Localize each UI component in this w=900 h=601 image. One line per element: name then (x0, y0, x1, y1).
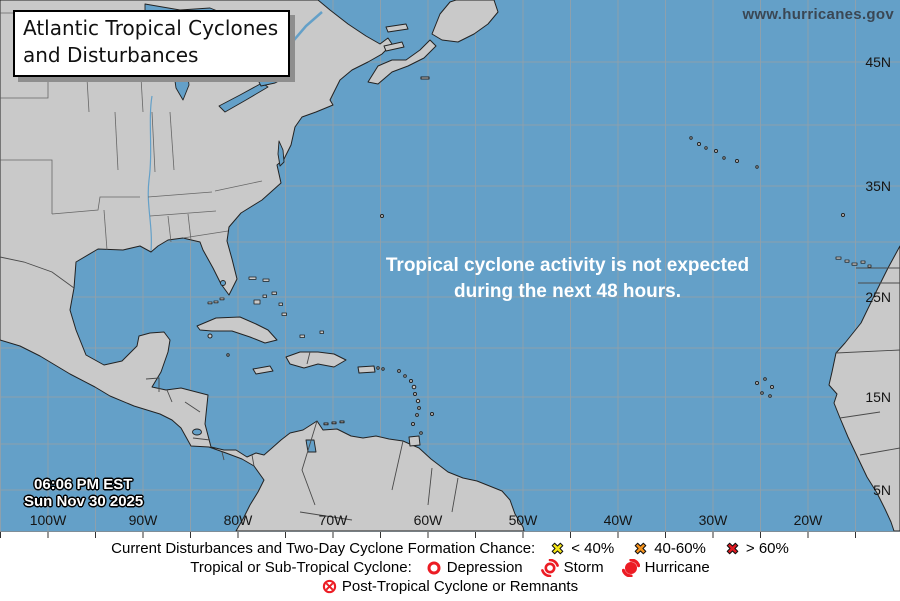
legend-item-label: < 40% (571, 540, 615, 557)
hispaniola (285, 351, 347, 369)
africa-landmass (689, 136, 900, 532)
outlook-message: Tropical cyclone activity is not expecte… (340, 253, 795, 305)
americas-landmass (0, 0, 525, 532)
legend-row1-label: Current Disturbances and Two-Day Cyclone… (111, 540, 536, 557)
longitude-label: 100W (29, 512, 67, 528)
latitude-label: 5N (873, 482, 891, 498)
legend-item-label: Depression (446, 559, 523, 576)
country-borders (0, 256, 900, 521)
longitude-label: 90W (128, 512, 158, 528)
cuba (196, 316, 278, 344)
longitude-label: 50W (508, 512, 538, 528)
legend: Current Disturbances and Two-Day Cyclone… (0, 534, 900, 601)
puerto-rico (357, 365, 376, 374)
chesapeake-bay (277, 140, 285, 167)
lake-okeechobee (220, 280, 226, 286)
legend-item: < 40% (549, 540, 614, 557)
outlook-message-line-2: during the next 48 hours. (454, 281, 681, 302)
issuance-timestamp: 06:06 PM EST Sun Nov 30 2025 (24, 476, 143, 510)
legend-row3-items: Post-Tropical Cyclone or Remnants (322, 578, 578, 595)
title-line-1: Atlantic Tropical Cyclones (23, 16, 279, 40)
legend-item: Storm (540, 558, 604, 577)
post-tropical-icon (322, 579, 337, 594)
legend-item: 40-60% (632, 540, 706, 557)
legend-item-label: Hurricane (644, 559, 710, 576)
legend-item: > 60% (724, 540, 789, 557)
legend-row-cyclones: Tropical or Sub-Tropical Cyclone: Depres… (190, 558, 710, 577)
madeira (841, 213, 845, 217)
legend-item-label: Post-Tropical Cyclone or Remnants (341, 578, 579, 595)
legend-item-label: > 60% (745, 540, 789, 557)
website-link[interactable]: www.hurricanes.gov (742, 6, 894, 23)
prince-edward-island (383, 41, 405, 52)
storm-icon (540, 558, 559, 577)
longitude-label: 20W (793, 512, 823, 528)
timestamp-time: 06:06 PM EST (34, 476, 133, 493)
sable-island (420, 76, 430, 80)
lesser-antilles (323, 369, 434, 447)
anticosti-island (385, 23, 409, 33)
legend-row2-label: Tropical or Sub-Tropical Cyclone: (190, 559, 412, 576)
longitude-tick-marks (0, 532, 856, 538)
bermuda (380, 214, 384, 218)
longitude-label: 60W (413, 512, 443, 528)
longitude-label: 30W (698, 512, 728, 528)
x-icon (634, 542, 647, 555)
latitude-label: 35N (865, 178, 891, 194)
newfoundland (431, 0, 499, 43)
latitude-label: 15N (865, 389, 891, 405)
x-icon (551, 542, 564, 555)
legend-item-label: Storm (563, 559, 604, 576)
legend-item: Post-Tropical Cyclone or Remnants (322, 578, 578, 595)
legend-item: Hurricane (621, 558, 710, 577)
longitude-label: 40W (603, 512, 633, 528)
outlook-message-line-1: Tropical cyclone activity is not expecte… (385, 255, 750, 276)
legend-item: Depression (426, 559, 523, 576)
isle-of-youth (207, 333, 213, 339)
atlantic-canada-islands (367, 0, 499, 85)
title-line-2: and Disturbances (23, 43, 199, 67)
legend-row1-items: < 40% 40-60% > 60% (549, 540, 789, 557)
jamaica (252, 365, 274, 375)
legend-row-post-tropical: Post-Tropical Cyclone or Remnants (322, 577, 578, 596)
cayman (226, 353, 230, 357)
latitude-label: 25N (865, 289, 891, 305)
cape-verde-islands (755, 377, 774, 398)
lake-nicaragua (192, 428, 202, 436)
depression-icon (427, 561, 441, 574)
legend-row-disturbances: Current Disturbances and Two-Day Cyclone… (111, 539, 789, 558)
canary-islands (835, 256, 872, 268)
legend-row2-items: Depression Storm Hurricane (426, 558, 710, 577)
longitude-label: 70W (318, 512, 348, 528)
azores (689, 136, 759, 169)
nova-scotia (367, 39, 437, 85)
x-icon (726, 542, 739, 555)
bahamas (248, 276, 324, 338)
caribbean-islands (196, 214, 434, 447)
trinidad (408, 435, 421, 447)
timestamp-date: Sun Nov 30 2025 (24, 493, 144, 510)
mississippi-river (147, 95, 153, 252)
us-mexico-border (0, 256, 75, 289)
latitude-label: 45N (865, 54, 891, 70)
florida-keys (207, 297, 225, 305)
hurricane-icon (621, 558, 640, 577)
longitude-label: 80W (223, 512, 253, 528)
title-box: Atlantic Tropical Cyclones and Disturban… (13, 10, 291, 77)
legend-item-label: 40-60% (654, 540, 706, 557)
lake-erie (218, 82, 269, 113)
